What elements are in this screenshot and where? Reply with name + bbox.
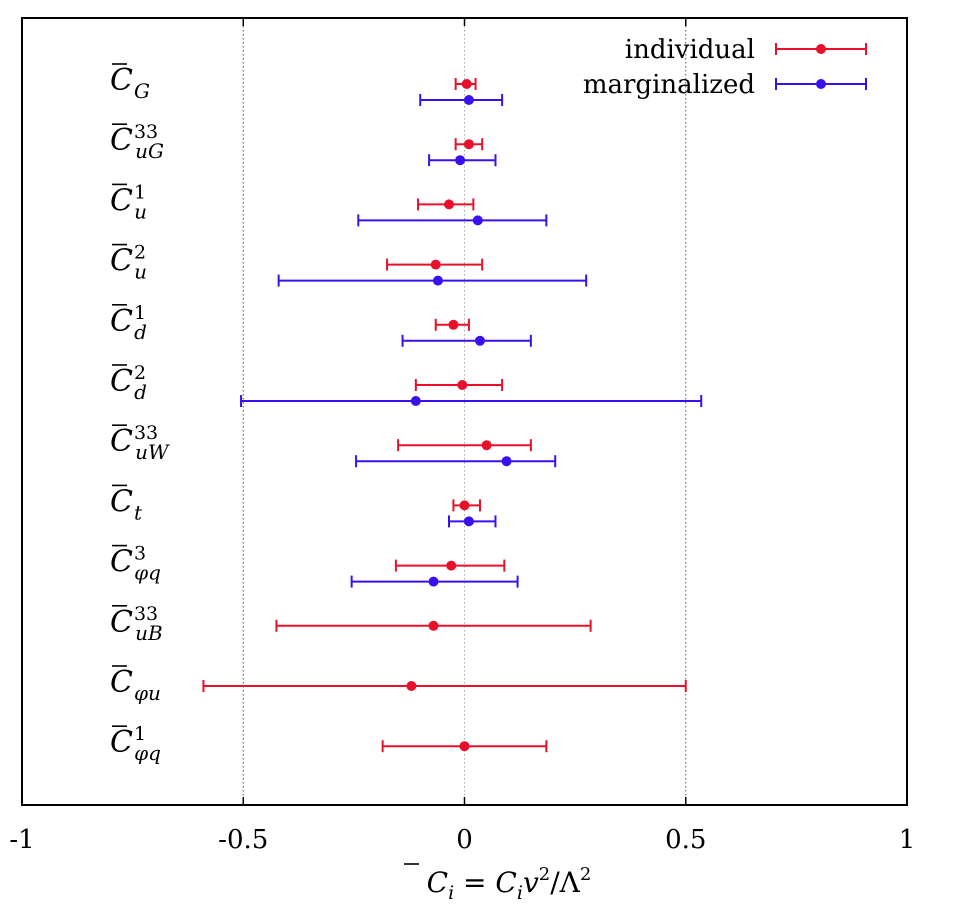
legend-label: marginalized <box>583 70 755 100</box>
x-tick-label: 1 <box>899 825 916 855</box>
x-axis-label: Ci = Civ2/Λ2 <box>427 864 592 904</box>
individual-errorbar-point <box>428 620 439 631</box>
marginalized-errorbar-point <box>501 456 512 467</box>
marginalized-errorbar-point <box>432 275 443 286</box>
marginalized-errorbar-point <box>463 516 474 527</box>
individual-errorbar <box>414 379 504 391</box>
marginalized-errorbar-point <box>410 396 421 406</box>
individual-errorbar-point <box>448 319 459 330</box>
individual-errorbar-point <box>446 560 457 571</box>
marginalized-errorbar-point <box>463 95 474 105</box>
individual-errorbar <box>452 499 481 512</box>
marginalized-errorbar-point <box>474 335 485 346</box>
individual-errorbar-point <box>459 741 470 752</box>
coefficient-label: C1 φq <box>110 723 161 765</box>
legend-marker <box>816 44 826 54</box>
individual-errorbar-point <box>444 199 455 210</box>
individual-errorbar-point <box>463 139 474 150</box>
coefficient-labels: CG C33 uG C1 u C2 u C1 d C2 d C33 uW Ct C3 φq C33 uB Cφu C1… <box>110 63 170 765</box>
coefficient-label: Ct <box>110 484 143 524</box>
marginalized-errorbar <box>277 274 588 287</box>
individual-errorbar <box>454 138 484 151</box>
marginalized-errorbar <box>419 94 504 106</box>
legend-marker <box>816 79 826 89</box>
coefficient-label: CG <box>110 63 150 103</box>
coefficient-label: C1 d <box>110 302 147 344</box>
marginalized-errorbar <box>357 214 548 227</box>
coefficient-label: C2 d <box>110 362 147 404</box>
coefficient-label: C3 φq <box>110 543 161 585</box>
individual-errorbar-point <box>459 500 470 511</box>
x-tick-label: -0.5 <box>218 825 268 855</box>
coefficient-label: C2 u <box>110 242 147 284</box>
coefficient-label: C33 uW <box>110 422 170 464</box>
individual-errorbar <box>202 680 687 692</box>
individual-errorbar-point <box>481 440 492 451</box>
legend-label: individual <box>625 35 755 65</box>
individual-errorbar <box>386 258 484 271</box>
coefficient-label: C33 uG <box>110 121 164 163</box>
marginalized-errorbar <box>355 455 557 468</box>
individual-errorbar <box>381 740 548 753</box>
marginalized-errorbar <box>448 515 497 528</box>
error-bars <box>202 78 703 753</box>
individual-errorbar-point <box>457 380 468 390</box>
legend: individual marginalized <box>583 35 867 100</box>
marginalized-errorbar <box>240 395 703 407</box>
individual-errorbar-point <box>461 79 472 89</box>
marginalized-errorbar <box>401 334 532 347</box>
coefficient-label: C33 uB <box>110 603 163 645</box>
individual-errorbar <box>397 439 532 452</box>
x-tick-label: 0 <box>456 825 473 855</box>
individual-errorbar <box>454 78 477 90</box>
x-axis-ticks: -1 -0.5 0 0.5 1 <box>9 18 915 855</box>
individual-errorbar <box>275 619 592 632</box>
marginalized-errorbar-point <box>455 155 466 166</box>
coefficient-label: C1 u <box>110 181 147 223</box>
coefficient-label: Cφu <box>110 665 161 705</box>
individual-errorbar <box>394 559 506 572</box>
marginalized-errorbar <box>428 154 497 167</box>
individual-errorbar <box>434 318 470 331</box>
marginalized-errorbar-point <box>428 576 439 587</box>
individual-errorbar-point <box>430 259 441 270</box>
individual-errorbar <box>417 198 475 211</box>
individual-errorbar-point <box>406 681 417 691</box>
marginalized-errorbar-point <box>472 215 483 226</box>
x-tick-label: -1 <box>9 825 34 855</box>
marginalized-errorbar <box>350 575 519 588</box>
x-tick-label: 0.5 <box>665 825 706 855</box>
